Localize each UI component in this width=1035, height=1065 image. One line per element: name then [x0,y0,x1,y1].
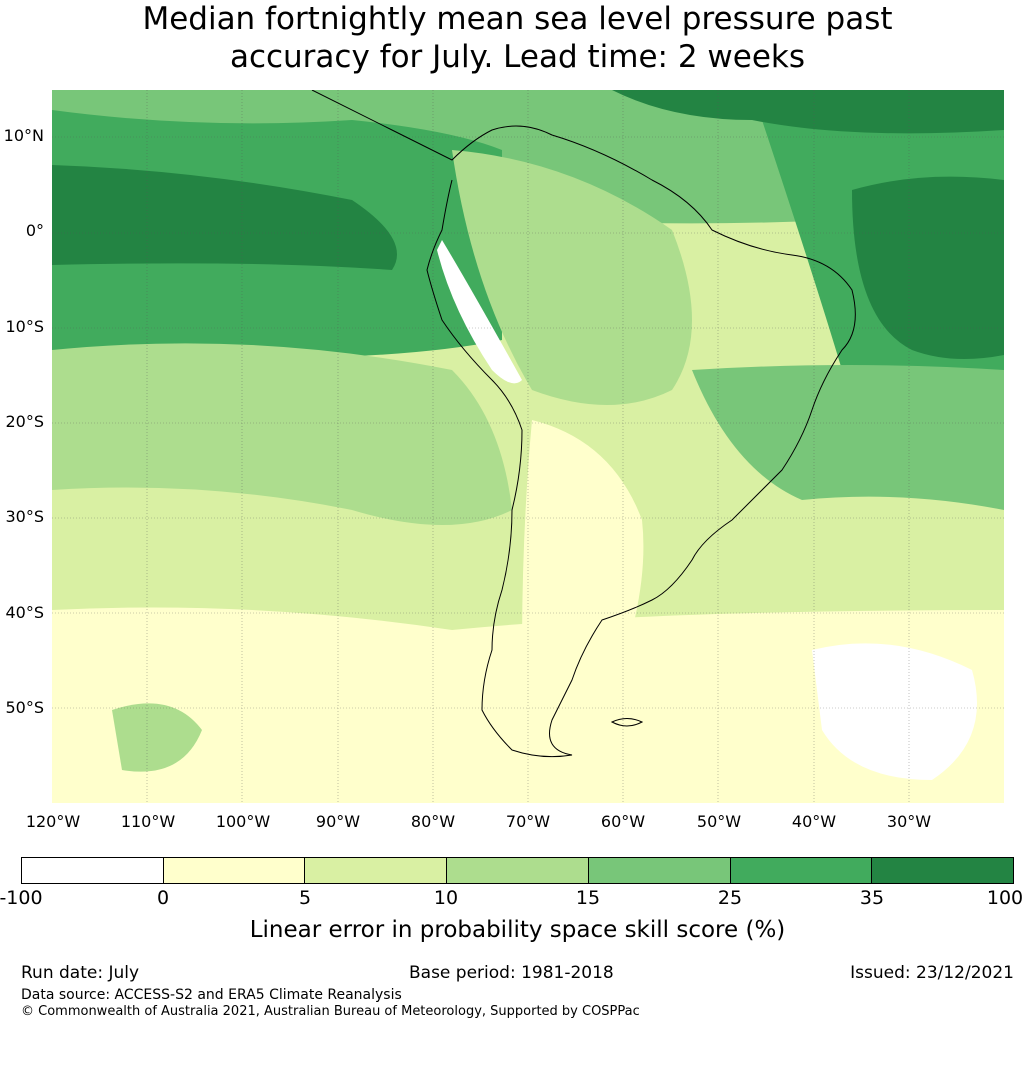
colorbar-label: Linear error in probability space skill … [249,917,786,943]
lon-label-60w: 60°W [600,812,646,831]
lat-label-30s: 30°S [5,507,44,526]
lat-label-10s: 10°S [5,317,44,336]
colorbar-segment-5-10 [305,858,448,883]
colorbar-segment-15-25 [588,858,731,883]
skill-region-argentina-low [522,420,644,740]
map-title: Median fortnightly mean sea level pressu… [0,0,1035,76]
graticule [52,90,1004,803]
lon-label-80w: 80°W [410,812,456,831]
colorbar-segment-10-15 [447,858,589,883]
colorbar-segment-neg100-0 [22,858,164,883]
colorbar-tick-10: 10 [433,887,459,909]
copyright: © Commonwealth of Australia 2021, Austra… [21,1004,640,1019]
colorbar [21,857,1014,884]
lat-label-0: 0° [25,221,44,240]
title-line-1: Median fortnightly mean sea level pressu… [142,1,893,37]
skill-region-south-atlantic-negative [812,643,977,780]
falkland-islands [610,718,644,727]
skill-region-south-atlantic-medium [692,365,1004,510]
colorbar-tick-0: 0 [156,887,170,909]
lon-label-40w: 40°W [791,812,837,831]
lon-label-110w: 110°W [120,812,176,831]
colorbar-tick-5: 5 [298,887,312,909]
skill-map [52,90,1004,803]
colorbar-tick-25: 25 [717,887,743,909]
skill-region-atlantic-top-very-high [612,90,1004,134]
run-date: Run date: July [21,963,140,983]
title-line-2: accuracy for July. Lead time: 2 weeks [229,39,806,75]
colorbar-tick-100: 100 [986,887,1024,909]
colorbar-tick-15: 15 [575,887,601,909]
lon-label-100w: 100°W [215,812,271,831]
colorbar-segment-35-100 [872,858,1014,883]
data-source: Data source: ACCESS-S2 and ERA5 Climate … [21,987,402,1003]
lon-label-30w: 30°W [886,812,932,831]
south-america-coastline [311,90,856,758]
lon-label-120w: 120°W [25,812,81,831]
colorbar-segment-25-35 [730,858,873,883]
colorbar-tick-neg100: -100 [0,887,43,909]
lon-label-50w: 50°W [696,812,742,831]
colorbar-tick-35: 35 [859,887,885,909]
skill-region-south-pacific-medium-patch [112,703,202,772]
skill-region-south-pacific-medium [52,343,512,525]
colorbar-segment-0-5 [163,858,306,883]
lat-label-50s: 50°S [5,698,44,717]
skill-region-atlantic-very-high [852,176,1004,359]
lat-label-40s: 40°S [5,603,44,622]
lon-label-70w: 70°W [505,812,551,831]
skill-region-andes-negative [437,240,522,384]
skill-region-continent-low [452,150,692,405]
lon-label-90w: 90°W [315,812,361,831]
lat-label-10n: 10°N [3,126,44,145]
base-period: Base period: 1981-2018 [409,963,614,983]
skill-region-east-pacific-very-high [52,165,397,270]
lat-label-20s: 20°S [5,412,44,431]
issued-date: Issued: 23/12/2021 [850,963,1014,983]
